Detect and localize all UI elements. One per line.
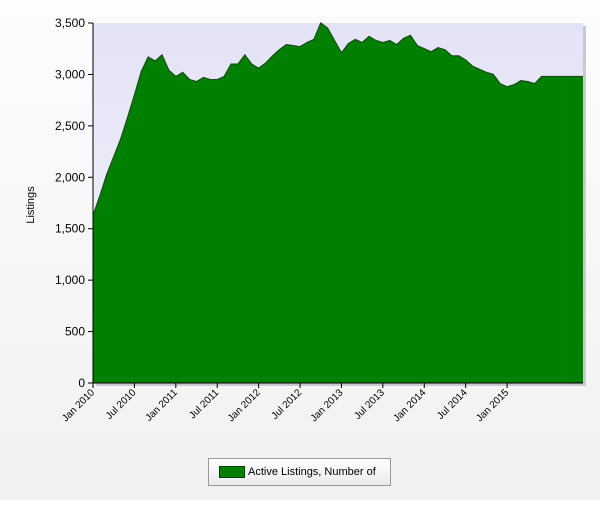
y-tick-label: 1,000 (55, 273, 85, 287)
data-point (403, 38, 405, 40)
data-point (161, 54, 163, 56)
data-point (423, 48, 425, 50)
data-point (520, 80, 522, 82)
data-point (306, 42, 308, 44)
data-point (534, 83, 536, 85)
series-layer (92, 22, 583, 383)
data-point (348, 43, 350, 45)
data-point (189, 79, 191, 81)
data-point (292, 45, 294, 47)
data-point (513, 84, 515, 86)
legend-label: Active Listings, Number of (248, 466, 376, 478)
legend-swatch (219, 466, 245, 478)
data-point (410, 35, 412, 37)
data-point (492, 74, 494, 76)
y-tick-label: 2,000 (55, 170, 85, 184)
y-tick-label: 3,500 (55, 16, 85, 30)
data-point (223, 76, 225, 78)
y-tick-label: 3,000 (55, 67, 85, 81)
data-point (382, 42, 384, 44)
data-point (437, 47, 439, 49)
data-point (444, 49, 446, 51)
x-tick-label: Jul 2010 (104, 387, 139, 422)
x-tick-label: Jul 2011 (187, 387, 221, 421)
x-tick-label: Jan 2015 (474, 387, 511, 424)
data-point (527, 81, 529, 83)
data-point (341, 52, 343, 54)
x-tick-label: Jul 2013 (352, 387, 387, 422)
data-point (430, 51, 432, 53)
data-point (354, 39, 356, 41)
series-area-0 (93, 23, 583, 383)
data-point (285, 44, 287, 46)
x-tick-label: Jul 2014 (435, 387, 470, 422)
y-tick-label: 500 (65, 325, 85, 339)
x-tick-label: Jan 2010 (60, 387, 97, 424)
data-point (127, 117, 129, 119)
data-point (417, 45, 419, 47)
x-tick-label: Jan 2012 (226, 387, 263, 424)
data-point (299, 46, 301, 48)
data-point (389, 40, 391, 42)
data-point (465, 59, 467, 61)
data-point (203, 77, 205, 79)
data-point (320, 22, 322, 24)
y-tick-label: 2,500 (55, 119, 85, 133)
y-tick-label: 0 (78, 376, 85, 390)
data-point (486, 72, 488, 74)
data-point (216, 79, 218, 81)
data-point (182, 72, 184, 74)
data-point (375, 40, 377, 42)
data-point (99, 195, 101, 197)
data-point (499, 83, 501, 85)
data-point (506, 86, 508, 88)
y-axis-title: Listings (25, 186, 37, 224)
data-point (147, 56, 149, 58)
data-point (120, 138, 122, 140)
data-point (272, 55, 274, 57)
data-point (541, 76, 543, 78)
data-point (106, 173, 108, 175)
data-point (210, 79, 212, 81)
x-tick-label: Jan 2014 (392, 387, 429, 424)
x-tick-label: Jan 2013 (309, 387, 346, 424)
data-point (361, 42, 363, 44)
data-point (237, 63, 239, 65)
data-point (479, 68, 481, 70)
data-point (168, 70, 170, 72)
data-point (368, 36, 370, 38)
data-point (113, 156, 115, 158)
data-point (175, 76, 177, 78)
data-point (258, 67, 260, 69)
data-point (472, 65, 474, 67)
data-point (327, 27, 329, 29)
series-line-0 (92, 22, 583, 216)
y-tick-label: 1,500 (55, 222, 85, 236)
data-point (458, 55, 460, 57)
data-point (334, 40, 336, 42)
data-point (244, 54, 246, 56)
x-tick-label: Jan 2011 (144, 387, 181, 424)
data-point (279, 49, 281, 51)
data-point (265, 62, 267, 64)
data-point (230, 63, 232, 65)
x-tick-label: Jul 2012 (270, 387, 305, 422)
data-point (134, 94, 136, 96)
data-point (141, 71, 143, 73)
data-point (396, 44, 398, 46)
data-point (251, 63, 253, 65)
data-point (196, 81, 198, 83)
data-point (154, 60, 156, 62)
data-point (313, 39, 315, 41)
legend: Active Listings, Number of (208, 458, 391, 486)
data-point (451, 55, 453, 57)
